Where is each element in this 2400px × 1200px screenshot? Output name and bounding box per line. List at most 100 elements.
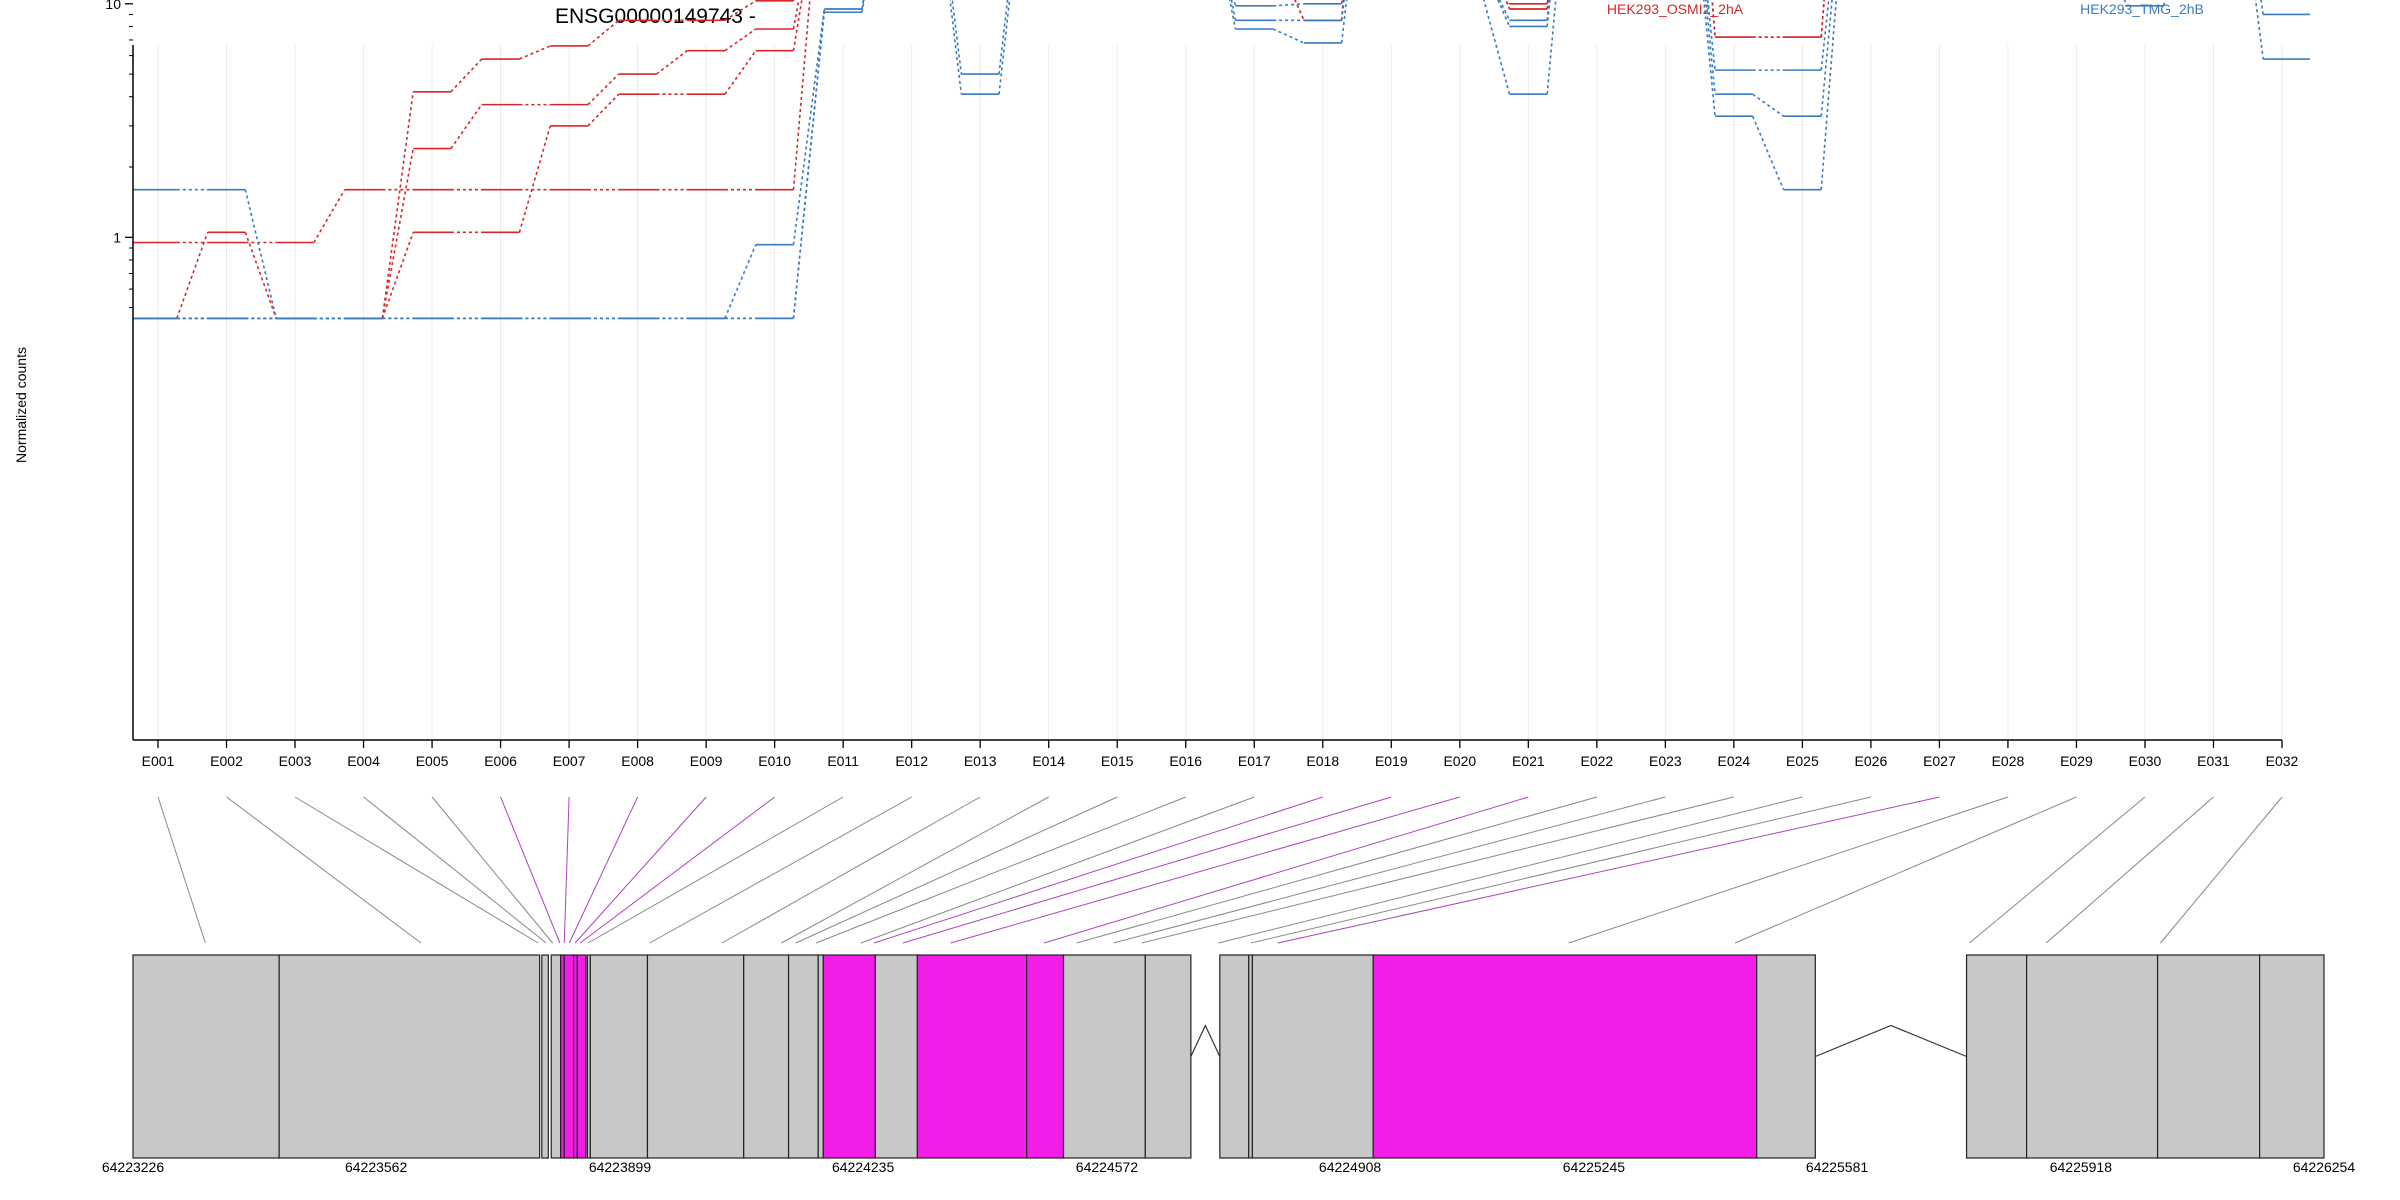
series-line [133, 0, 795, 320]
exon-block [550, 954, 562, 1159]
exon-connector [795, 796, 1118, 944]
series-transition [792, 0, 795, 1]
series-transition [1482, 0, 1511, 95]
series-transition [1340, 0, 1345, 21]
series-line [133, 0, 1825, 320]
series-transition [951, 0, 963, 75]
series-transition [450, 58, 483, 93]
x-tick-label: E021 [1512, 753, 1545, 769]
series-transition [1340, 0, 1348, 43]
series-transition [381, 148, 415, 319]
exon-connector [1218, 796, 1803, 944]
exon-block [817, 954, 824, 1159]
x-tick-label: E011 [827, 753, 859, 769]
exon-block [2156, 954, 2261, 1159]
intron-line [1815, 1024, 1967, 1058]
x-tick-label: E002 [210, 753, 243, 769]
series-transition [1820, 0, 1830, 71]
genomic-tick-label: 64225581 [1806, 1159, 1869, 1175]
exon-connector [1568, 796, 2009, 944]
genomic-tick-label: 64223899 [589, 1159, 652, 1175]
chart-title: ENSG00000149743 - [555, 5, 756, 28]
x-tick-label: E008 [621, 753, 654, 769]
exon-block [1251, 954, 1374, 1159]
legend: HEK293_OSMI2_2hA HEK293_TMG_2hB [1607, 1, 2204, 17]
exon-connector [781, 796, 1049, 944]
genomic-coordinate-axis: 64223226 64223562 64223899 64224235 64224572… [102, 1159, 2356, 1175]
x-tick-label: E030 [2129, 753, 2162, 769]
exon-block [2026, 954, 2159, 1159]
series-transition [244, 189, 277, 319]
series-transition [1505, 0, 1511, 10]
x-tick-label: E014 [1032, 753, 1065, 769]
exon-connector [500, 796, 561, 944]
x-tick-label: E009 [690, 753, 723, 769]
genomic-tick-label: 64224572 [1076, 1159, 1139, 1175]
x-tick-label: E004 [347, 753, 380, 769]
x-tick-label: E022 [1580, 753, 1613, 769]
x-tick-label: E017 [1238, 753, 1271, 769]
exon-connector [431, 796, 554, 944]
genomic-tick-label: 64226254 [2293, 1159, 2356, 1175]
series-transition [2254, 0, 2264, 60]
exon-block [278, 954, 541, 1159]
exon-connector [860, 796, 1255, 944]
x-tick-label: E005 [416, 753, 449, 769]
series-transition [587, 19, 620, 47]
legend-entry: HEK293_OSMI2_2hA [1607, 1, 1744, 17]
exon-block [1372, 954, 1758, 1159]
series-transition [998, 0, 1011, 95]
series-transition [1294, 0, 1305, 21]
exon-connector [2045, 796, 2214, 944]
series-transition [1546, 0, 1549, 4]
exon-connector [1113, 796, 1666, 944]
series-transition [587, 73, 620, 106]
exon-connector [721, 796, 981, 944]
series-transition [792, 8, 826, 245]
series-transition [1546, 0, 1549, 10]
exon-connector [579, 796, 775, 944]
exon-connector [363, 796, 547, 944]
gene-model [132, 954, 2325, 1159]
exon-block [1219, 954, 1250, 1159]
series-transition [792, 0, 811, 190]
exon-connectors [157, 796, 2283, 944]
exon-block [541, 954, 549, 1159]
series-transition [861, 0, 865, 13]
exon-block [787, 954, 819, 1159]
series-line [133, 0, 2310, 320]
exon-block [1144, 954, 1192, 1159]
intron-line [1190, 1024, 1221, 1057]
x-tick-label: E031 [2197, 753, 2230, 769]
genomic-tick-label: 64225245 [1563, 1159, 1626, 1175]
series-transition [1546, 0, 1549, 10]
genomic-tick-label: 64224235 [832, 1159, 895, 1175]
series-transition [313, 189, 346, 243]
x-tick-label: E013 [964, 753, 997, 769]
series-transition [1340, 0, 1345, 21]
exon-block [646, 954, 745, 1159]
exon-block [2259, 954, 2325, 1159]
y-axis-label: Normalized counts [13, 347, 29, 463]
genomic-tick-label: 64224908 [1319, 1159, 1382, 1175]
series-transition [724, 244, 757, 319]
exon-connector [563, 796, 570, 944]
exon-connector [649, 796, 912, 944]
series-transition [1505, 0, 1511, 10]
series-line [133, 0, 1825, 320]
series-transition [724, 50, 757, 95]
series-transition [176, 232, 209, 319]
series-transition [1272, 28, 1305, 44]
y-tick-label: 1 [113, 229, 121, 245]
series-transition [1751, 115, 1785, 190]
series-transition [1820, 0, 1833, 117]
exon-connector [226, 796, 422, 944]
x-tick-label: E018 [1306, 753, 1339, 769]
genomic-tick-label: 64223562 [345, 1159, 408, 1175]
exon-block [563, 954, 575, 1159]
exon-connector [568, 796, 639, 944]
vertical-grid [157, 45, 2283, 740]
series-transition [1294, 0, 1305, 21]
exon-connector [587, 796, 844, 944]
series-transition [1820, 0, 1837, 190]
